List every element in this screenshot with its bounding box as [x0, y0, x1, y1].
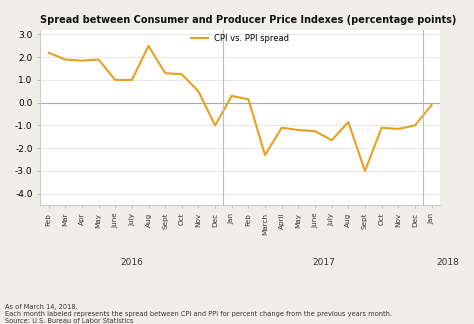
CPI vs. PPI spread	[429, 103, 435, 107]
Line: CPI vs. PPI spread: CPI vs. PPI spread	[49, 46, 432, 171]
CPI vs. PPI spread	[379, 126, 384, 130]
CPI vs. PPI spread	[112, 78, 118, 82]
CPI vs. PPI spread	[412, 123, 418, 127]
CPI vs. PPI spread	[79, 59, 85, 63]
Text: 2017: 2017	[312, 258, 335, 267]
CPI vs. PPI spread	[46, 51, 52, 55]
CPI vs. PPI spread	[312, 129, 318, 133]
CPI vs. PPI spread	[395, 127, 401, 131]
CPI vs. PPI spread	[179, 72, 185, 76]
Legend: CPI vs. PPI spread: CPI vs. PPI spread	[188, 30, 292, 46]
CPI vs. PPI spread	[295, 128, 301, 132]
CPI vs. PPI spread	[212, 123, 218, 127]
CPI vs. PPI spread	[63, 58, 68, 62]
CPI vs. PPI spread	[262, 153, 268, 157]
CPI vs. PPI spread	[279, 126, 284, 130]
CPI vs. PPI spread	[96, 58, 101, 62]
CPI vs. PPI spread	[196, 89, 201, 93]
CPI vs. PPI spread	[229, 94, 235, 98]
CPI vs. PPI spread	[146, 44, 151, 48]
Text: Spread between Consumer and Producer Price Indexes (percentage points): Spread between Consumer and Producer Pri…	[40, 15, 456, 25]
CPI vs. PPI spread	[246, 98, 251, 101]
Text: 2016: 2016	[120, 258, 143, 267]
CPI vs. PPI spread	[129, 78, 135, 82]
CPI vs. PPI spread	[362, 169, 368, 173]
CPI vs. PPI spread	[162, 71, 168, 75]
CPI vs. PPI spread	[329, 138, 335, 142]
CPI vs. PPI spread	[346, 120, 351, 124]
Text: As of March 14, 2018.
Each month labeled represents the spread between CPI and P: As of March 14, 2018. Each month labeled…	[5, 304, 392, 324]
Text: 2018: 2018	[437, 258, 460, 267]
